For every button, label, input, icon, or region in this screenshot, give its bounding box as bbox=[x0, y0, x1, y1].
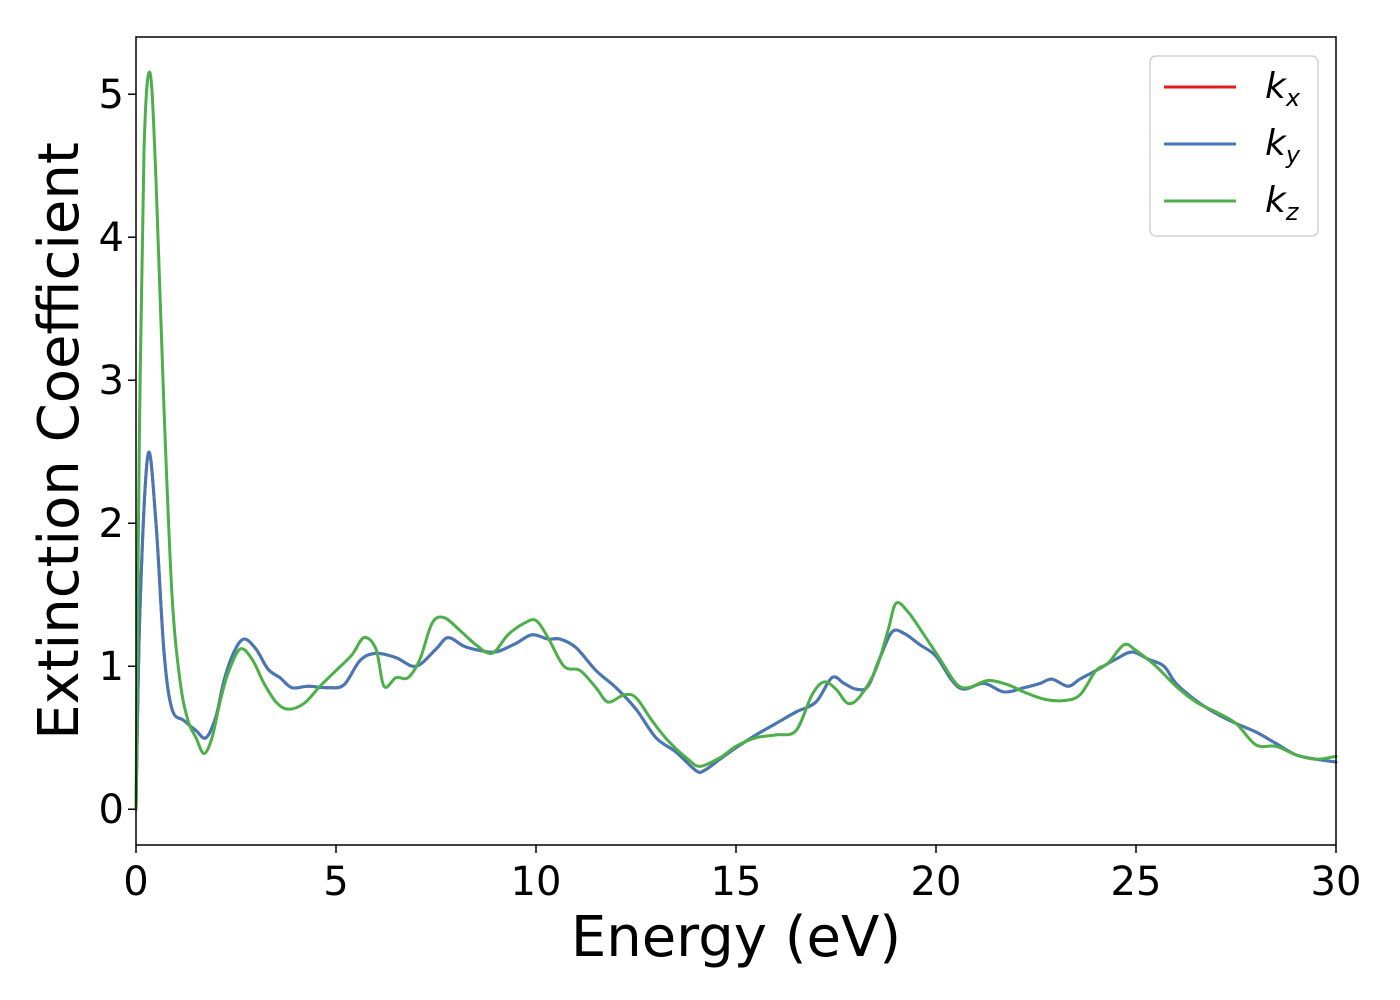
x-tick-label: 5 bbox=[323, 859, 348, 905]
y-tick-label: 5 bbox=[99, 72, 124, 118]
y-tick-label: 2 bbox=[99, 501, 124, 547]
plot-area bbox=[136, 37, 1336, 845]
x-axis-ticks: 0 5 10 15 20 25 30 bbox=[123, 845, 1361, 905]
y-tick-label: 0 bbox=[99, 787, 124, 833]
x-axis-title: Energy (eV) bbox=[571, 905, 901, 970]
plot-frame bbox=[135, 36, 1337, 846]
y-axis-ticks: 0 1 2 3 4 5 bbox=[99, 72, 136, 833]
series-layer bbox=[134, 70, 1338, 811]
y-tick-label: 1 bbox=[99, 644, 124, 690]
series-line-kz bbox=[134, 70, 1338, 811]
y-tick-label: 3 bbox=[99, 358, 124, 404]
x-tick-label: 20 bbox=[911, 859, 962, 905]
x-tick-label: 30 bbox=[1311, 859, 1362, 905]
x-tick-label: 25 bbox=[1111, 859, 1162, 905]
y-axis-title: Extinction Coefficient bbox=[27, 142, 92, 740]
legend-box bbox=[1149, 55, 1319, 237]
x-tick-label: 10 bbox=[511, 859, 562, 905]
x-tick-label: 15 bbox=[711, 859, 762, 905]
series-line-ky bbox=[134, 450, 1338, 811]
x-tick-label: 0 bbox=[123, 859, 148, 905]
y-tick-label: 4 bbox=[99, 215, 124, 261]
